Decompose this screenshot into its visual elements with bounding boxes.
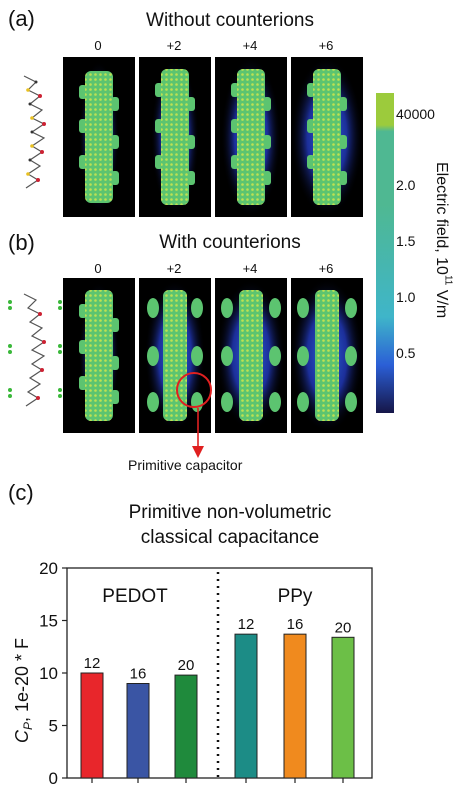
panel-b-charge-1: +2 — [166, 261, 182, 276]
polymer-chain-icon — [14, 72, 56, 192]
field-map-a-6 — [291, 57, 363, 217]
panel-b-charge-0: 0 — [94, 261, 102, 276]
colorbar-tick-0.5: 0.5 — [396, 345, 416, 361]
field-map-a-0 — [63, 57, 135, 217]
bar-ppy-16 — [283, 633, 307, 779]
panel-c-letter: (c) — [8, 480, 34, 505]
chart-title: Primitive non-volumetric classical capac… — [128, 502, 332, 548]
colorbar-tick-1.0: 1.0 — [396, 289, 416, 305]
panel-a-title: Without counterions — [146, 10, 314, 31]
field-map-b-6 — [291, 278, 363, 433]
panel-a-charge-1: +2 — [166, 38, 182, 53]
colorbar-label: Electric field, 1011 V/m — [433, 162, 454, 319]
bar-ppy-20 — [331, 636, 355, 779]
y-tick-label-20: 20 — [39, 560, 58, 578]
panel-b-title: With counterions — [159, 232, 301, 253]
bar-ppy-12 — [234, 633, 258, 779]
field-map-a-4 — [215, 57, 287, 217]
bar-label-4: 16 — [287, 616, 304, 633]
y-tick-label-0: 0 — [49, 769, 58, 785]
bar-pedot-12 — [80, 672, 104, 779]
y-tick-label-15: 15 — [39, 612, 58, 631]
y-axis-label: CP, 1e-20 * F — [12, 638, 35, 743]
panel-b-charge-2: +4 — [242, 261, 258, 276]
field-map-a-2 — [139, 57, 211, 217]
arrow-down-icon — [192, 408, 204, 463]
bar-label-5: 20 — [335, 619, 352, 636]
bar-chart: 0 5 10 15 20 CP, 1e-20 * F 12 16 20 12 16 20 PEDOT PP… — [0, 559, 457, 790]
polymer-chain-counterions-icon — [6, 290, 64, 410]
bar-label-3: 12 — [238, 616, 255, 633]
panel-a-charge-3: +6 — [318, 38, 334, 53]
bar-label-0: 12 — [84, 655, 101, 672]
bar-pedot-16 — [126, 683, 150, 779]
capacitor-annotation: Primitive capacitor — [128, 457, 243, 473]
bar-label-1: 16 — [130, 666, 147, 683]
bar-label-2: 20 — [178, 657, 195, 674]
colorbar — [376, 93, 394, 413]
colorbar-tick-40000: 40000 — [396, 106, 435, 122]
bar-pedot-20 — [174, 674, 198, 779]
field-map-b-0 — [63, 278, 135, 433]
group-label-pedot: PEDOT — [102, 586, 168, 607]
panel-b-letter: (b) — [8, 230, 35, 255]
panel-a-charge-0: 0 — [94, 38, 102, 53]
field-map-b-4 — [215, 278, 287, 433]
capacitor-highlight-circle — [176, 372, 212, 408]
colorbar-tick-1.5: 1.5 — [396, 233, 416, 249]
panel-a-charge-2: +4 — [242, 38, 258, 53]
panel-a-letter: (a) — [8, 6, 35, 31]
panel-b-charge-3: +6 — [318, 261, 334, 276]
y-tick-label-10: 10 — [39, 664, 58, 683]
colorbar-tick-2.0: 2.0 — [396, 177, 416, 193]
group-label-ppy: PPy — [278, 586, 313, 607]
y-tick-label-5: 5 — [49, 717, 58, 736]
